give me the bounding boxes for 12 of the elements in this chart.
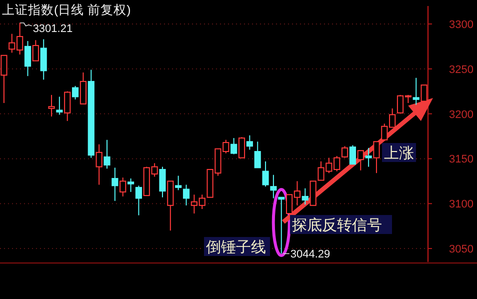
annotation: 探底反转信号 — [292, 217, 382, 234]
y-tick-label: 3150 — [449, 154, 474, 166]
annotation: 倒锤子线 — [206, 239, 266, 256]
y-tick-label: 3300 — [449, 18, 474, 31]
y-tick-label: 3050 — [449, 244, 474, 256]
annotation: 3301.21 — [32, 22, 73, 35]
y-tick-label: 3250 — [449, 64, 474, 76]
annotation: 上涨 — [384, 145, 414, 162]
y-tick-label: 3200 — [449, 108, 474, 121]
chart-title: 上证指数(日线 前复权) — [2, 3, 131, 17]
annotation: 3044.29 — [290, 248, 330, 261]
y-tick-label: 3100 — [449, 198, 474, 211]
